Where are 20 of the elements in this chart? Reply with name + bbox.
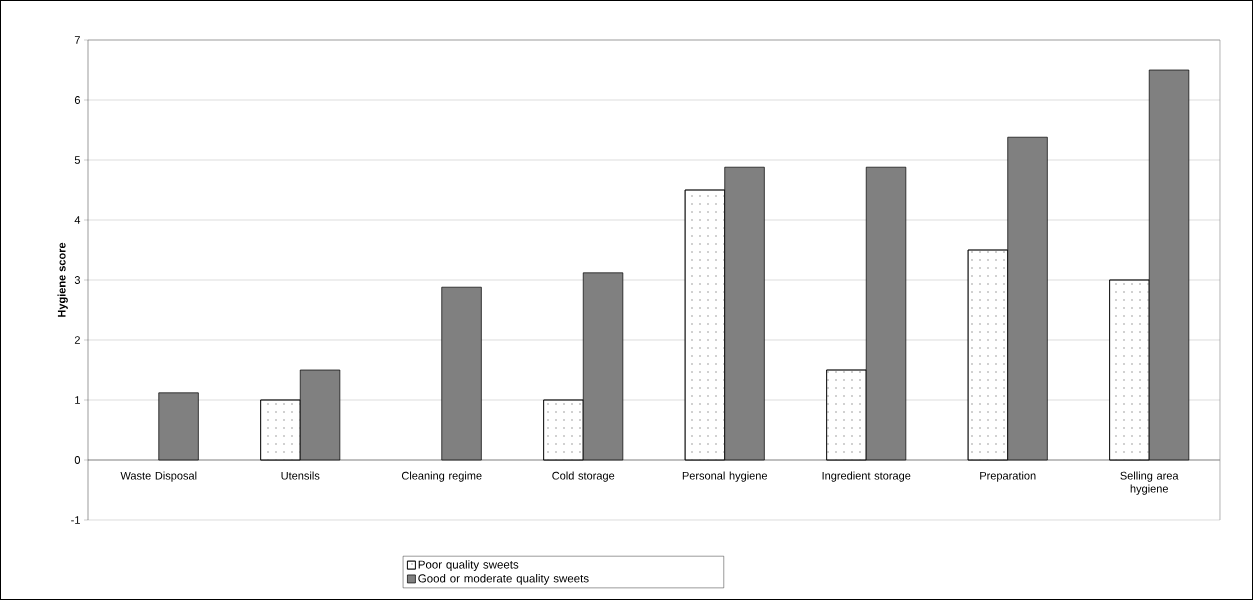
y-tick-label: 3 [74,276,80,284]
x-tick-label: Utensils [281,471,320,480]
y-tick-label: 6 [74,96,80,104]
y-axis-title: Hygiene score [57,242,68,317]
x-tick-label: Cold storage [552,471,615,482]
legend-label: Poor quality sweets [418,560,519,571]
y-tick-label: 7 [74,36,80,44]
x-tick-label: Waste Disposal [120,471,197,482]
y-tick-label: -1 [71,516,80,524]
y-tick-label: 2 [74,336,80,344]
x-tick-label: Ingredient storage [822,471,911,482]
x-tick-label: Selling area hygiene [1120,471,1179,495]
x-tick-label: Personal hygiene [682,471,768,482]
y-tick-label: 1 [75,396,80,404]
legend-label: Good or moderate quality sweets [418,574,589,585]
y-tick-label: 4 [74,216,81,224]
x-tick-label: Cleaning regime [401,471,482,482]
x-tick-label: Preparation [980,471,1036,482]
y-tick-label: 5 [74,156,80,164]
y-tick-label: 0 [74,456,81,464]
